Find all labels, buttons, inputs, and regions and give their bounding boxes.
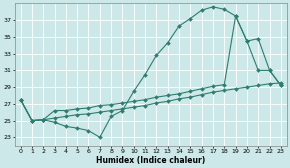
X-axis label: Humidex (Indice chaleur): Humidex (Indice chaleur): [96, 156, 205, 164]
